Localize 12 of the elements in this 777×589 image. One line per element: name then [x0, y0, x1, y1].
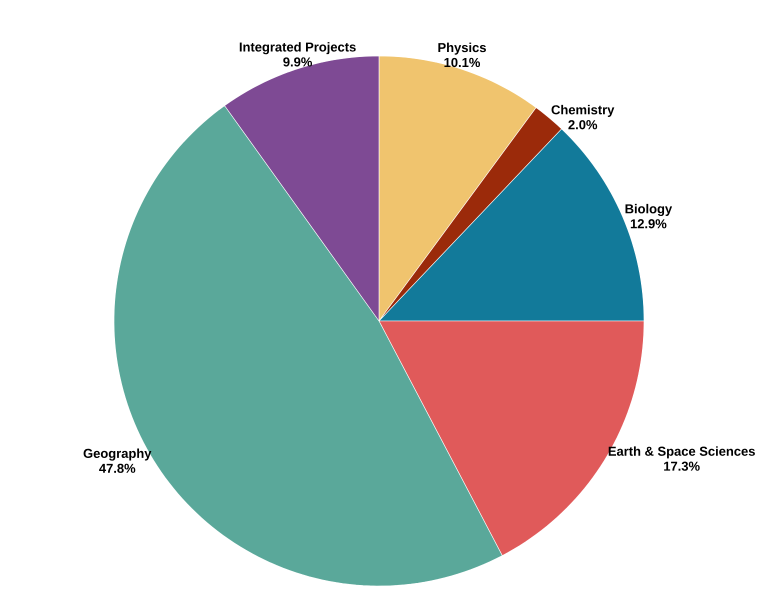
data-label: 10.1% [444, 58, 480, 68]
data-label: 12.9% [630, 219, 666, 228]
slice-label: Physics [438, 42, 486, 55]
slice-label: Biology [626, 204, 672, 216]
slice-label: Chemistry [552, 104, 614, 117]
slice-label: Earth & Space Sciences [608, 446, 755, 458]
slice-label: Geography [84, 448, 152, 461]
data-label: 17.3% [664, 462, 700, 471]
data-label: 9.9% [283, 57, 312, 67]
slice-label: Integrated Projects [240, 42, 356, 54]
data-label: 47.8% [99, 464, 136, 473]
data-label: 2.0% [568, 120, 598, 130]
